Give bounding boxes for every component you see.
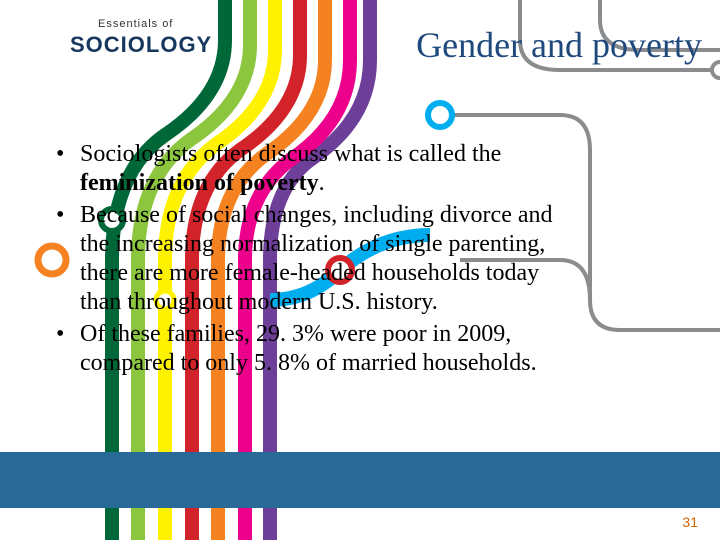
list-item: Sociologists often discuss what is calle… [50, 140, 560, 199]
bullet-text-post: . [319, 170, 325, 196]
content-area: Sociologists often discuss what is calle… [50, 140, 560, 380]
logo: Essentials of SOCIOLOGY [70, 18, 212, 58]
bullet-list: Sociologists often discuss what is calle… [50, 140, 560, 378]
page-number: 31 [682, 514, 698, 530]
list-item: Of these families, 29. 3% were poor in 2… [50, 320, 560, 379]
bullet-text-pre: Sociologists often discuss what is calle… [80, 141, 501, 167]
bullet-text-pre: Of these families, 29. 3% were poor in 2… [80, 321, 537, 376]
logo-title: SOCIOLOGY [70, 32, 212, 58]
bullet-text-bold: feminization of poverty [80, 170, 319, 196]
list-item: Because of social changes, including div… [50, 201, 560, 318]
page-title: Gender and poverty [416, 24, 702, 66]
logo-subtitle: Essentials of [98, 18, 212, 30]
footer-bar [0, 452, 720, 508]
slide: Essentials of SOCIOLOGY Gender and pover… [0, 0, 720, 540]
bullet-text-pre: Because of social changes, including div… [80, 202, 553, 316]
